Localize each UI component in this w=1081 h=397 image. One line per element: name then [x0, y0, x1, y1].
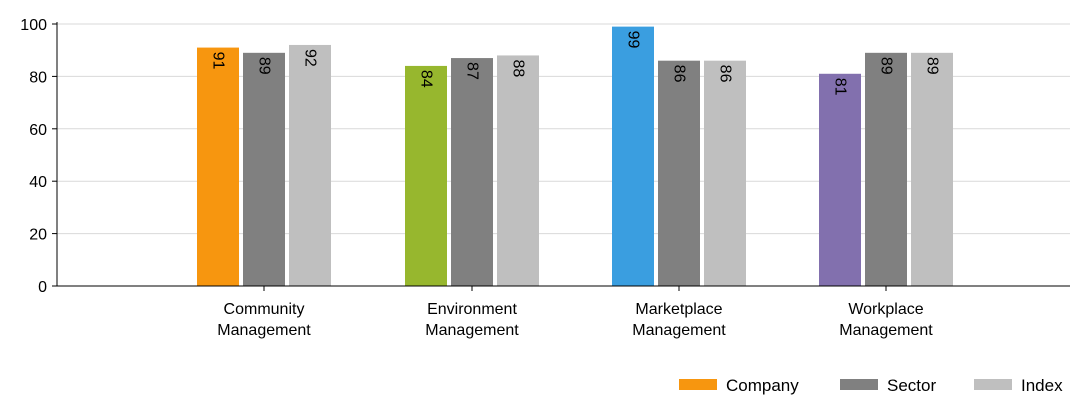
legend: Company Sector Index: [679, 376, 1063, 395]
bar-sector-3: [658, 60, 700, 287]
data-label: 87: [464, 62, 481, 80]
legend-label-index: Index: [1021, 376, 1063, 395]
bar-index-1: [289, 44, 331, 287]
x-tick-label: Management: [632, 322, 726, 339]
x-tick-label: Environment: [427, 301, 517, 318]
legend-label-sector: Sector: [887, 376, 936, 395]
x-tick-label: Management: [839, 322, 933, 339]
legend-swatch-company: [679, 379, 717, 390]
bar-company-2: [405, 65, 447, 286]
data-label: 86: [717, 65, 734, 83]
x-tick-label: Management: [217, 322, 311, 339]
data-label: 88: [510, 59, 527, 77]
y-tick-label: 20: [29, 227, 47, 244]
data-label: 84: [418, 70, 435, 88]
bar-company-3: [612, 26, 654, 287]
data-label: 89: [878, 57, 895, 75]
x-tick-label: Workplace: [848, 301, 923, 318]
x-tick-label: Community: [224, 301, 305, 318]
data-label: 91: [210, 52, 227, 70]
y-tick-label: 80: [29, 69, 47, 86]
data-label: 89: [256, 57, 273, 75]
x-tick-label: Marketplace: [635, 301, 722, 318]
y-axis: 0 20 40 60 80 100: [20, 17, 58, 296]
legend-swatch-sector: [840, 379, 878, 390]
bar-index-2: [497, 55, 539, 286]
data-label: 99: [625, 31, 642, 49]
bar-sector-1: [243, 52, 285, 286]
bar-index-3: [704, 60, 746, 287]
bars: 91 89 92 84 87 88 99 86 86 81 89 89: [197, 26, 953, 287]
data-label: 89: [924, 57, 941, 75]
legend-label-company: Company: [726, 376, 799, 395]
bar-sector-2: [451, 58, 493, 287]
x-tick-label: Management: [425, 322, 519, 339]
data-label: 86: [671, 65, 688, 83]
y-tick-label: 0: [38, 279, 47, 296]
y-tick-label: 60: [29, 122, 47, 139]
bar-sector-4: [865, 52, 907, 286]
y-tick-label: 100: [20, 17, 47, 34]
x-axis: Community Management Environment Management…: [57, 285, 1070, 339]
bar-company-1: [197, 47, 239, 286]
data-label: 92: [302, 49, 319, 67]
data-label: 81: [832, 78, 849, 96]
y-tick-label: 40: [29, 174, 47, 191]
bar-company-4: [819, 73, 861, 286]
legend-swatch-index: [974, 379, 1012, 390]
bar-index-4: [911, 52, 953, 286]
